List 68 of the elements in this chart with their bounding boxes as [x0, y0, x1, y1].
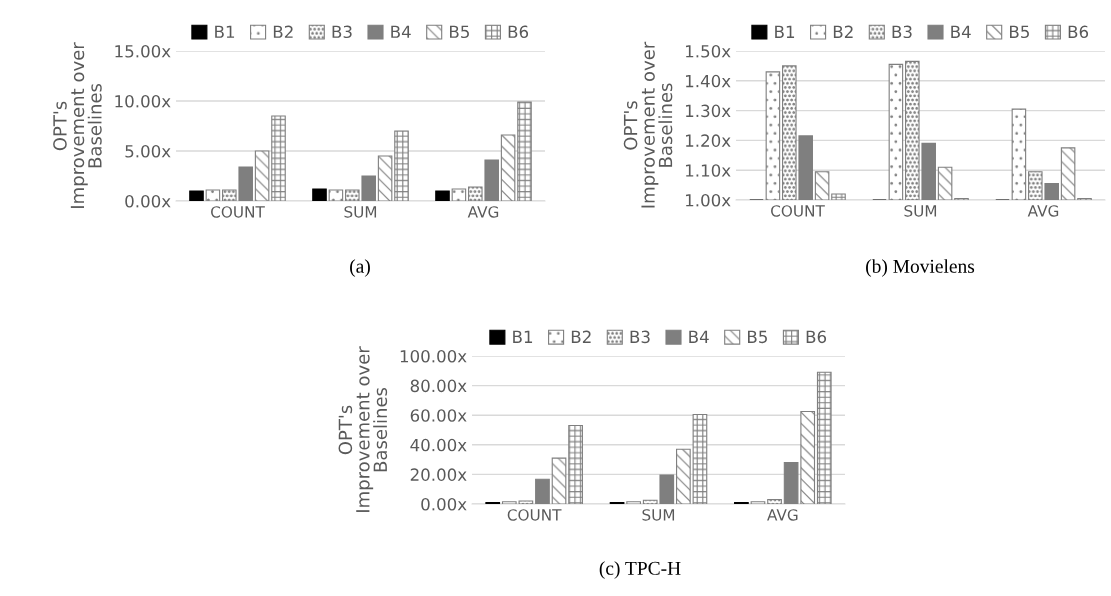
bar — [500, 134, 516, 201]
bar — [535, 478, 550, 504]
y-tick-label: 80.00x — [410, 379, 467, 393]
y-tick-label: 1.30x — [686, 104, 731, 118]
bar — [767, 499, 782, 504]
bar — [205, 189, 221, 201]
legend-label: B5 — [1010, 25, 1029, 39]
bar — [750, 501, 766, 504]
text: (c) TPC-H — [599, 561, 681, 579]
legend-label: B3 — [892, 25, 912, 39]
y-tick-label: 5.00x — [125, 144, 171, 158]
x-tick-label: COUNT — [211, 206, 265, 218]
bar — [626, 501, 641, 504]
bar — [435, 190, 450, 201]
bar — [254, 150, 270, 201]
x-tick-label: COUNT — [507, 509, 562, 521]
bar — [517, 101, 532, 201]
legend-label: B5 — [450, 25, 469, 39]
y-tick-label: 10.00x — [115, 94, 171, 108]
legend-label: B4 — [951, 25, 971, 38]
legend-label: B6 — [1068, 25, 1089, 39]
legend-label: B4 — [689, 330, 709, 343]
bar — [189, 190, 204, 201]
bar — [568, 425, 583, 504]
y-tick-label: 1.40x — [686, 74, 731, 88]
bar — [551, 457, 567, 504]
y-tick-label: 60.00x — [410, 409, 467, 422]
legend-label: B1 — [775, 25, 795, 38]
bar — [328, 189, 344, 201]
y-axis-title: OPT's Improvement over Baselines — [338, 346, 388, 512]
y-tick-label: 1.00x — [686, 193, 731, 207]
y-tick-label: 20.00x — [410, 468, 467, 481]
legend-label: B6 — [508, 25, 529, 39]
legend-label: B2 — [571, 330, 591, 343]
y-tick-label: 40.00x — [410, 438, 467, 452]
bar — [816, 371, 832, 504]
y-tick-label: 1.10x — [686, 164, 731, 177]
y-tick-label: 1.20x — [686, 134, 731, 147]
legend-label: B1 — [513, 330, 533, 343]
legend-label: B2 — [273, 25, 293, 38]
x-tick-label: AVG — [467, 206, 499, 218]
bar — [394, 130, 409, 201]
y-tick-label: 100.00x — [400, 349, 467, 363]
legend-label: B5 — [748, 330, 767, 344]
x-tick-label: SUM — [344, 206, 377, 218]
x-tick-label: SUM — [642, 509, 675, 521]
legend-label: B4 — [391, 25, 411, 38]
y-tick-label: 0.00x — [125, 194, 171, 208]
y-axis-title: OPT's Improvement over Baselines — [53, 42, 102, 208]
y-axis-title: OPT's Improvement over Baselines — [623, 41, 673, 208]
bar — [377, 155, 393, 201]
y-tick-label: 15.00x — [115, 44, 171, 58]
x-tick-label: AVG — [1027, 205, 1059, 217]
legend-label: B2 — [833, 25, 853, 38]
legend-label: B3 — [332, 25, 352, 39]
text: (b) Movielens — [866, 259, 975, 277]
bar — [271, 115, 286, 201]
legend-label: B3 — [630, 330, 650, 344]
bar — [312, 188, 327, 201]
y-tick-label: 0.00x — [421, 497, 467, 511]
x-tick-label: SUM — [904, 205, 937, 217]
x-tick-label: AVG — [767, 509, 798, 521]
legend-label: B1 — [215, 25, 235, 38]
legend-label: B6 — [806, 330, 827, 344]
x-tick-label: COUNT — [771, 205, 825, 217]
y-tick-label: 1.50x — [686, 44, 731, 58]
text: (a) — [350, 259, 370, 277]
bar — [451, 188, 467, 201]
